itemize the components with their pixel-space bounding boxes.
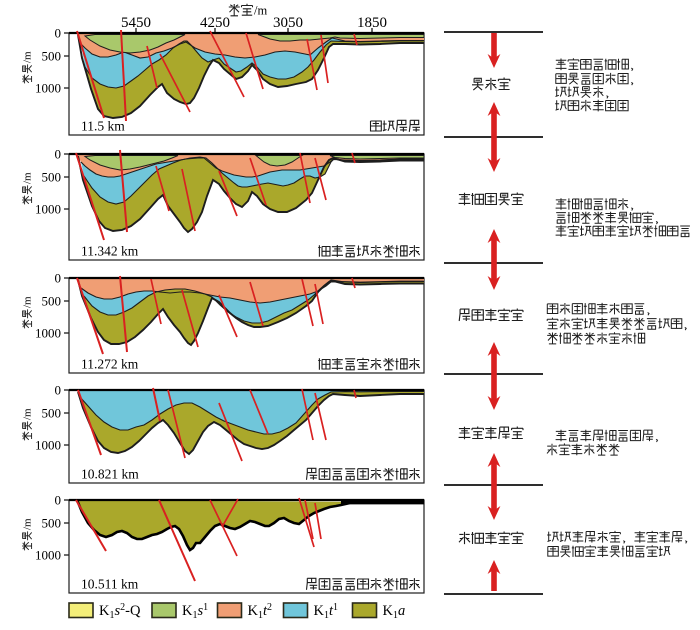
svg-text:/m: /m [22, 518, 34, 530]
svg-text:500: 500 [42, 49, 62, 64]
svg-text:0: 0 [55, 26, 62, 41]
svg-text:0: 0 [55, 383, 62, 398]
svg-text:500: 500 [42, 516, 62, 531]
svg-text:/m: /m [22, 172, 34, 184]
svg-text:10.821 km: 10.821 km [81, 467, 139, 482]
svg-text:500: 500 [42, 294, 62, 309]
svg-text:K1t2: K1t2 [248, 602, 273, 621]
svg-text:3050: 3050 [273, 15, 303, 31]
svg-text:/m: /m [22, 408, 34, 420]
svg-text:/m: /m [254, 4, 267, 18]
svg-text:500: 500 [42, 406, 62, 421]
svg-text:1850: 1850 [357, 15, 387, 31]
svg-text:500: 500 [42, 170, 62, 185]
svg-text:10.511 km: 10.511 km [81, 577, 139, 592]
svg-text:4250: 4250 [200, 15, 230, 31]
svg-text:1000: 1000 [35, 438, 61, 453]
svg-text:0: 0 [55, 493, 62, 508]
svg-text:K1a: K1a [383, 603, 406, 621]
svg-text:1000: 1000 [35, 326, 61, 341]
svg-text:1000: 1000 [35, 81, 61, 96]
svg-text:0: 0 [55, 271, 62, 286]
svg-text:11.5 km: 11.5 km [81, 119, 125, 134]
svg-text:K1t1: K1t1 [314, 602, 339, 621]
svg-text:0: 0 [55, 147, 62, 162]
svg-text:11.272 km: 11.272 km [81, 357, 139, 372]
svg-text:11.342 km: 11.342 km [81, 244, 139, 259]
svg-text:5450: 5450 [121, 15, 151, 31]
svg-text:K1s2-Q: K1s2-Q [99, 602, 141, 621]
svg-text:K1s1: K1s1 [182, 602, 208, 621]
svg-text:/m: /m [22, 296, 34, 308]
svg-text:1000: 1000 [35, 202, 61, 217]
svg-text:/m: /m [22, 51, 34, 63]
svg-text:1000: 1000 [35, 548, 61, 563]
